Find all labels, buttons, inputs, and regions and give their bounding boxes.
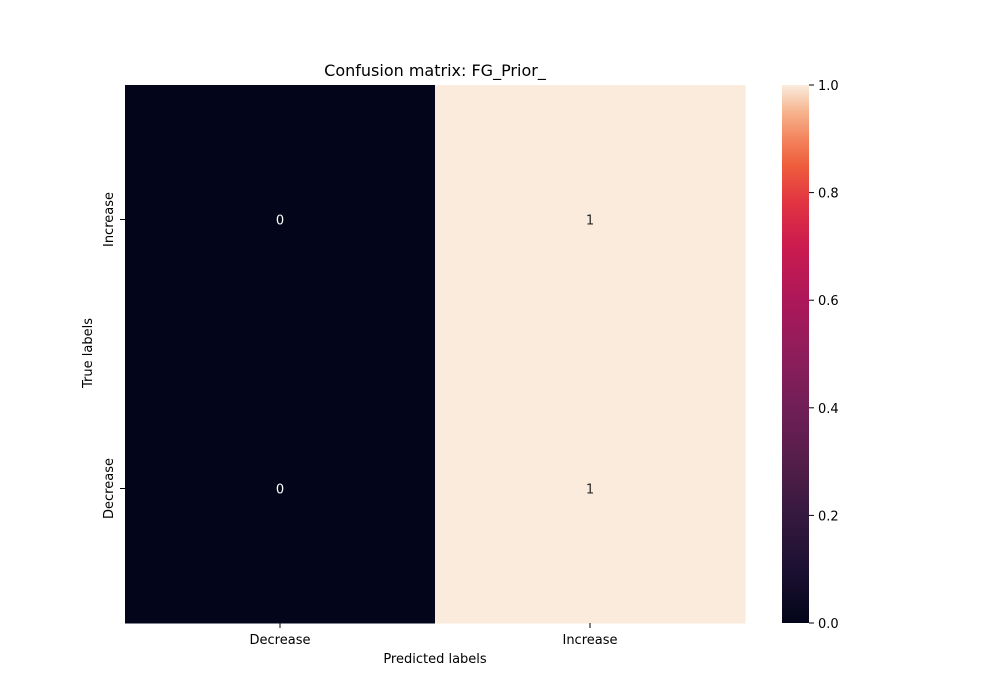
colorbar-ticks: 0.0 0.2 0.4 0.6 0.8 1.0 bbox=[809, 79, 839, 632]
chart-title: Confusion matrix: FG_Prior_ bbox=[324, 61, 547, 81]
heatmap-cell-label: 0 bbox=[276, 214, 284, 229]
heatmap-cell-label: 1 bbox=[586, 483, 594, 498]
heatmap-cell bbox=[125, 354, 436, 624]
heatmap-cell bbox=[435, 85, 746, 355]
heatmap-cell-labels: 0 1 0 1 bbox=[276, 214, 594, 498]
y-axis-label: True labels bbox=[81, 318, 96, 389]
colorbar-tick-label: 0.2 bbox=[818, 509, 839, 524]
heatmap-cell bbox=[435, 354, 746, 624]
heatmap-cell-label: 1 bbox=[586, 214, 594, 229]
x-tick-label: Increase bbox=[562, 633, 617, 648]
heatmap-cell bbox=[125, 85, 436, 355]
y-tick-label: Decrease bbox=[102, 458, 117, 519]
y-tick-label: Increase bbox=[102, 192, 117, 247]
colorbar-tick-label: 0.0 bbox=[818, 617, 839, 632]
colorbar-tick-label: 0.4 bbox=[818, 402, 839, 417]
colorbar-tick-label: 1.0 bbox=[818, 79, 839, 94]
heatmap-cells bbox=[125, 85, 746, 624]
heatmap-cell-label: 0 bbox=[276, 483, 284, 498]
x-axis-ticks: Decrease Increase bbox=[250, 623, 618, 648]
colorbar-tick-label: 0.6 bbox=[818, 294, 839, 309]
colorbar-tick-label: 0.8 bbox=[818, 187, 839, 202]
x-tick-label: Decrease bbox=[250, 633, 311, 648]
x-axis-label: Predicted labels bbox=[383, 652, 487, 667]
colorbar bbox=[782, 85, 809, 623]
y-axis-ticks: Increase Decrease bbox=[102, 192, 125, 519]
